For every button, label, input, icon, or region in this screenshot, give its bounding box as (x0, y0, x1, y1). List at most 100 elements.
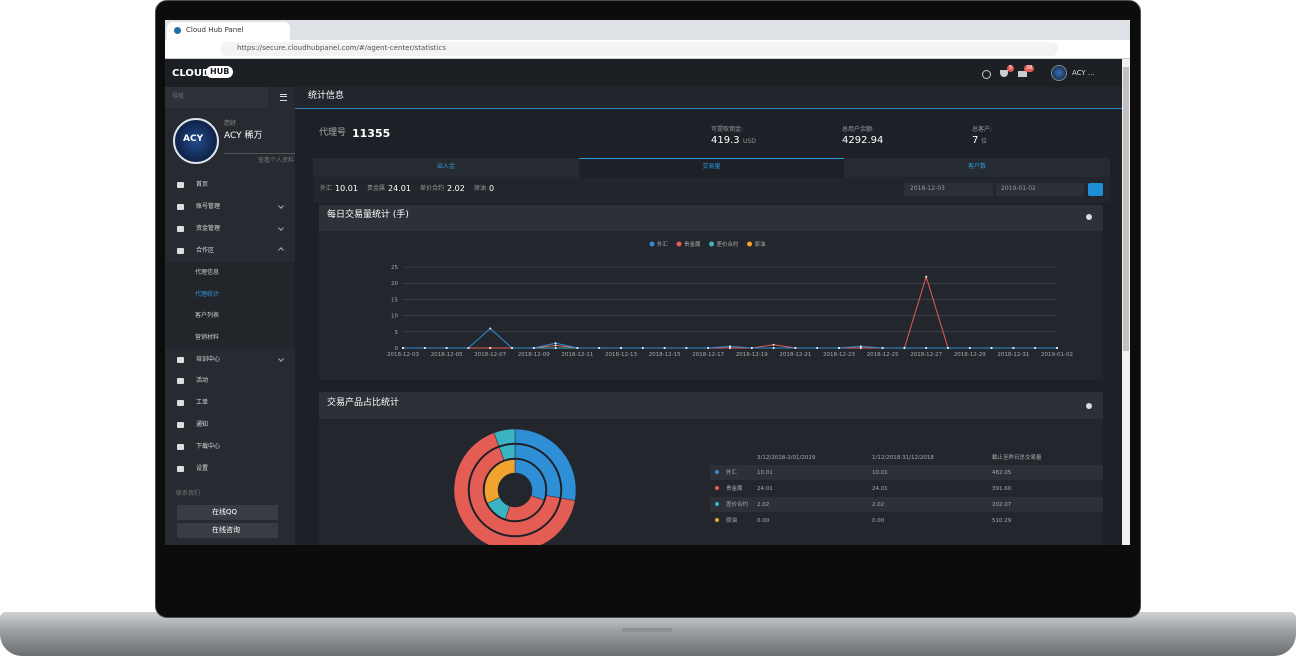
contact-button[interactable] (177, 523, 278, 538)
data-point (532, 347, 535, 349)
x-tick-label: 2018-12-21 (779, 352, 811, 358)
title-bar (295, 87, 1122, 109)
data-point (489, 347, 492, 349)
date-from[interactable]: 2018-12-03 (910, 185, 945, 192)
url-box[interactable] (220, 42, 1058, 56)
url[interactable]: https://secure.cloudhubpanel.com/#/agent… (237, 44, 446, 52)
menu-icon (177, 422, 184, 428)
table-cell: 24.01 (872, 486, 888, 492)
menu-item[interactable]: 通知 (196, 421, 209, 428)
row-name: 差价合约 (726, 500, 749, 508)
summary-value: 10.01 (335, 184, 358, 193)
table-cell: 391.60 (992, 486, 1012, 492)
data-point (947, 347, 949, 349)
summary-value: 0 (489, 184, 495, 193)
table-header: 截止至昨日总交易量 (992, 453, 1042, 461)
data-point (729, 347, 731, 349)
contact-text[interactable]: 在线咨询 (212, 526, 240, 534)
submenu-item[interactable]: 客户列表 (195, 312, 220, 319)
menu-item[interactable]: 下载中心 (196, 443, 221, 450)
menu-item[interactable]: 合作区 (196, 247, 215, 254)
data-point (859, 347, 862, 349)
tab-title[interactable]: Cloud Hub Panel (186, 26, 244, 34)
summary-label: 差价合约 (420, 185, 445, 192)
menu-item[interactable]: 资金管理 (196, 225, 221, 232)
badge: 5 (1007, 65, 1015, 72)
menu-item[interactable]: 账号管理 (196, 203, 221, 210)
scroll-thumb[interactable] (1123, 67, 1129, 351)
tab-favicon (174, 27, 181, 34)
data-point (554, 347, 557, 349)
submenu-item[interactable]: 代理统计 (195, 291, 220, 298)
contact-text[interactable]: 在线QQ (212, 508, 238, 516)
tab-label[interactable]: 客户数 (968, 163, 987, 170)
data-point (467, 347, 470, 349)
refresh-icon[interactable] (982, 70, 991, 79)
data-point (423, 347, 426, 349)
menu-item[interactable]: 首页 (196, 181, 209, 188)
agent-id[interactable]: 11355 (352, 127, 391, 140)
trophy-icon[interactable] (1000, 70, 1008, 77)
menu-item[interactable]: 设置 (196, 465, 209, 472)
contact-button[interactable] (177, 505, 278, 520)
submenu-bg (165, 262, 295, 349)
info-icon[interactable] (1086, 403, 1092, 409)
row-dot (715, 502, 719, 506)
x-tick-label: 2018-12-05 (431, 352, 463, 358)
data-point (641, 347, 644, 349)
profile-link[interactable]: 查看个人资料 (257, 157, 294, 164)
ring-outline (468, 443, 562, 537)
legend-marker (649, 241, 655, 247)
mail-icon[interactable] (1018, 71, 1027, 77)
user-name: ACY 稀万 (224, 131, 263, 141)
menu-toggle[interactable] (280, 94, 287, 101)
submenu-item[interactable]: 营销材料 (195, 334, 220, 341)
x-tick-label: 2018-12-29 (954, 352, 986, 358)
badge: 38 (1024, 65, 1035, 72)
browser-tab[interactable] (167, 22, 290, 40)
date-input[interactable] (904, 183, 993, 196)
user-menu[interactable]: ACY ... (1072, 69, 1095, 77)
data-point (707, 347, 710, 349)
summary-value: 24.01 (388, 184, 411, 193)
menu-item[interactable]: 工单 (196, 399, 209, 406)
legend-label: 原油 (755, 240, 767, 248)
menu-item[interactable]: 活动 (196, 377, 209, 384)
x-tick-label: 2018-12-27 (910, 352, 942, 358)
avatar (173, 118, 219, 164)
user-avatar[interactable] (1051, 65, 1067, 81)
table-cell: 2.02 (757, 502, 769, 508)
data-point (576, 347, 579, 349)
data-point (903, 347, 906, 349)
table-header: 1/12/2018-31/12/2018 (872, 455, 934, 461)
stat-value: 7 (972, 135, 979, 146)
screen: Cloud Hub Panel https://secure.cloudhubp… (165, 20, 1130, 545)
tab-bar (165, 20, 1130, 40)
x-tick-label: 2018-12-11 (561, 352, 593, 358)
data-point (990, 347, 993, 349)
contact-label: 联系我们 (176, 490, 201, 497)
tab-label[interactable]: 交易量 (702, 163, 721, 170)
nav-label: 导航 (172, 93, 185, 100)
submenu-item[interactable]: 代理信息 (195, 269, 220, 276)
date-to[interactable]: 2019-01-02 (1001, 185, 1036, 192)
stat-label: 总用户余额: (842, 126, 875, 133)
legend-label: 贵金属 (684, 240, 701, 248)
data-point (859, 345, 862, 348)
table-cell: 202.07 (992, 502, 1012, 508)
x-tick-label: 2018-12-15 (649, 352, 681, 358)
menu-item[interactable]: 培训中心 (196, 356, 221, 363)
panel-title: 交易产品占比统计 (327, 398, 400, 408)
data-point (554, 344, 557, 347)
info-icon[interactable] (1086, 214, 1092, 220)
tab-label[interactable]: 出入金 (437, 163, 456, 170)
x-tick-label: 2018-12-25 (867, 352, 899, 358)
legend-marker (747, 241, 753, 247)
tab[interactable] (578, 158, 844, 178)
x-tick-label: 2019-01-02 (1041, 352, 1073, 358)
date-input[interactable] (996, 183, 1084, 196)
search-button[interactable] (1088, 183, 1103, 196)
charts: 0 5 10 15 20 25 2018-12-03 2018-12-05 2018-12-07… (387, 240, 1103, 545)
legend-label: 差价合约 (717, 240, 740, 248)
